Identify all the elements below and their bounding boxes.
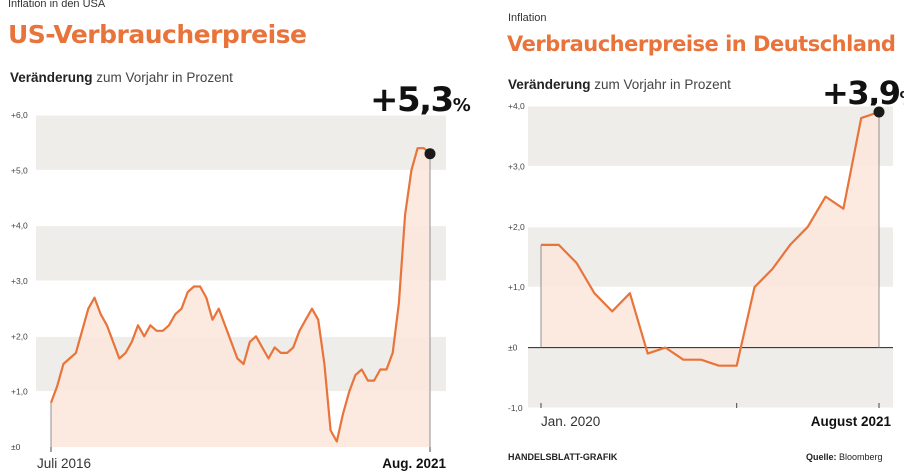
left-ytick-label: +3,0 (11, 276, 28, 286)
right-area (541, 112, 879, 366)
left-series-line (49, 147, 431, 443)
right-xtick-label-start: Jan. 2020 (541, 414, 600, 429)
left-subtitle-bold: Veränderung (10, 70, 93, 85)
right-ytick-label: +3,0 (508, 161, 525, 171)
left-ytick-label: +6,0 (11, 110, 28, 120)
left-xtick-label-end: Aug. 2021 (382, 456, 446, 471)
left-headline: US-Verbraucherpreise (8, 20, 307, 49)
source-value: Bloomberg (836, 452, 883, 462)
right-ytick-label: ±0 (508, 343, 518, 353)
left-ytick-label: +2,0 (11, 331, 28, 341)
right-subtitle-rest: zum Vorjahr in Prozent (590, 77, 731, 92)
right-ytick-label: -1,0 (508, 403, 523, 413)
right-ytick-label: +2,0 (508, 222, 525, 232)
left-highlight-dot (424, 148, 436, 160)
left-highlight-number: +5,3 (370, 80, 454, 120)
graphic-credit: HANDELSBLATT-GRAFIK (508, 452, 618, 462)
left-highlight-unit: % (452, 95, 471, 116)
right-subtitle-bold: Veränderung (508, 77, 591, 92)
left-subtitle-rest: zum Vorjahr in Prozent (92, 70, 233, 85)
left-ytick-label: +5,0 (11, 165, 28, 175)
right-highlight-unit: % (900, 88, 904, 109)
right-subtitle: Veränderung zum Vorjahr in Prozent (508, 77, 731, 92)
right-ytick-label: +1,0 (508, 282, 525, 292)
left-chart: ±0 +1,0 +2,0 +3,0 +4,0 +5,0 +6,0 Juli 2016 Aug. … (11, 110, 446, 471)
right-ytick-label: +4,0 (508, 101, 525, 111)
left-highlight-value: +5,3% (370, 80, 471, 120)
left-ytick-label: +1,0 (11, 387, 28, 397)
source-label: Quelle: (806, 452, 837, 462)
left-xtick-label-start: Juli 2016 (37, 456, 91, 471)
left-ytick-label: +4,0 (11, 221, 28, 231)
left-kicker: Inflation in den USA (8, 0, 106, 10)
right-kicker: Inflation (508, 12, 547, 24)
left-area (51, 148, 430, 447)
left-band (36, 225, 446, 281)
left-subtitle: Veränderung zum Vorjahr in Prozent (10, 70, 233, 85)
source-note: Quelle: Bloomberg (806, 452, 883, 462)
left-band (36, 115, 446, 171)
right-headline: Verbraucherpreise in Deutschland (507, 32, 896, 56)
left-ytick-label: ±0 (11, 442, 21, 452)
right-series-line (541, 110, 880, 367)
right-band (528, 106, 893, 167)
right-highlight-dot (873, 106, 885, 118)
right-xtick-label-end: August 2021 (811, 414, 892, 429)
